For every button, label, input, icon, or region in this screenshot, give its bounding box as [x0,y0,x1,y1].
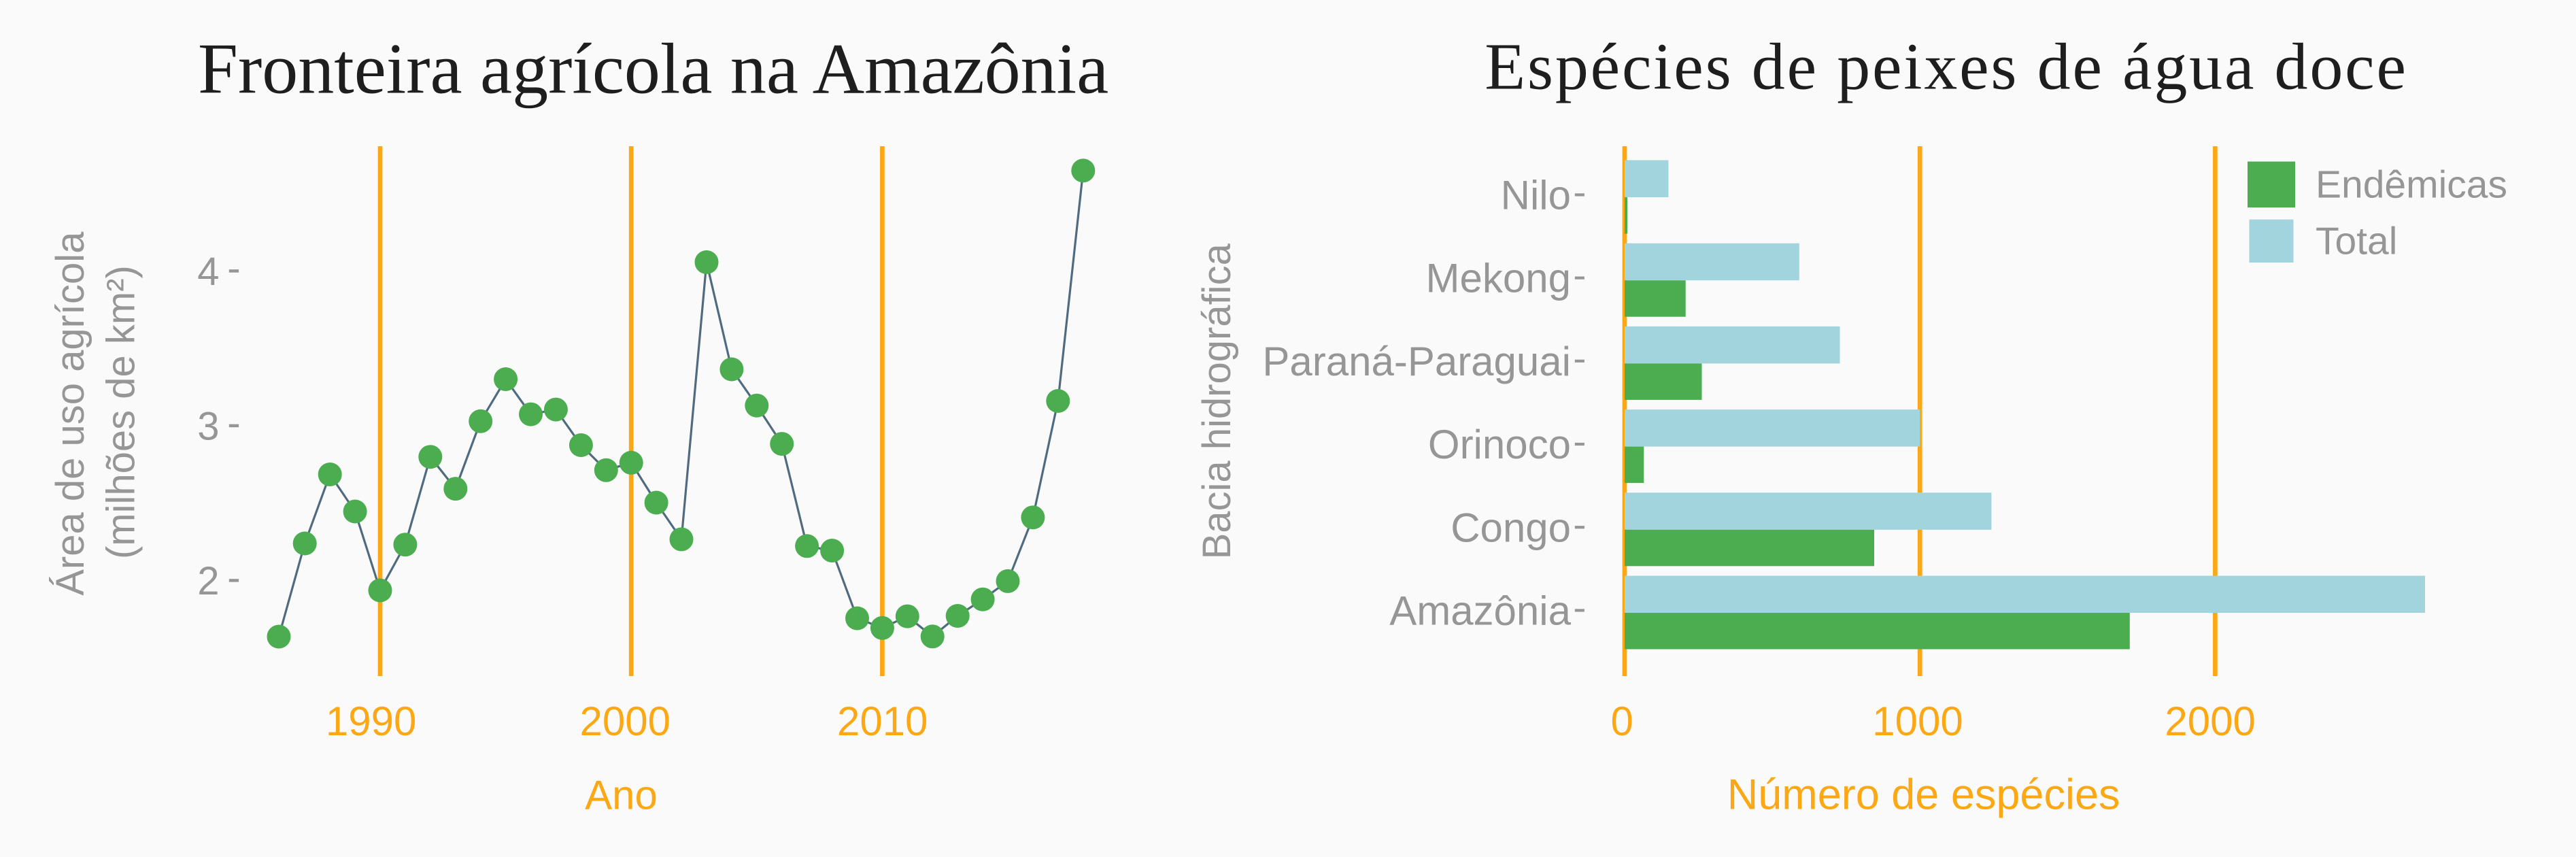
svg-text:1990: 1990 [326,699,416,744]
svg-text:3: 3 [197,405,219,449]
svg-text:2000: 2000 [2165,699,2255,744]
svg-text:(milhões de km²): (milhões de km²) [99,265,143,559]
svg-text:Ano: Ano [585,773,658,818]
svg-text:Número de espécies: Número de espécies [1727,771,2120,819]
svg-text:Total: Total [2316,220,2397,263]
svg-text:2010: 2010 [837,699,928,744]
svg-text:Endêmicas: Endêmicas [2316,163,2507,207]
svg-text:Nilo: Nilo [1501,173,1571,218]
svg-text:Fronteira agrícola na Amazônia: Fronteira agrícola na Amazônia [198,29,1108,109]
svg-text:Área de uso agrícola: Área de uso agrícola [48,231,92,596]
svg-text:Mekong: Mekong [1426,256,1571,301]
svg-text:2: 2 [197,559,219,603]
svg-text:Congo: Congo [1451,505,1571,550]
svg-text:0: 0 [1611,699,1633,744]
svg-text:Espécies de peixes de água doc: Espécies de peixes de água doce [1485,31,2408,104]
svg-text:Paraná-Paraguai: Paraná-Paraguai [1262,339,1571,384]
svg-text:Bacia hidrográfica: Bacia hidrográfica [1195,243,1239,559]
svg-text:Amazônia: Amazônia [1389,588,1571,634]
svg-text:1000: 1000 [1872,699,1963,744]
svg-text:Orinoco: Orinoco [1428,422,1571,467]
svg-text:2000: 2000 [580,699,671,744]
svg-text:4: 4 [197,250,219,294]
